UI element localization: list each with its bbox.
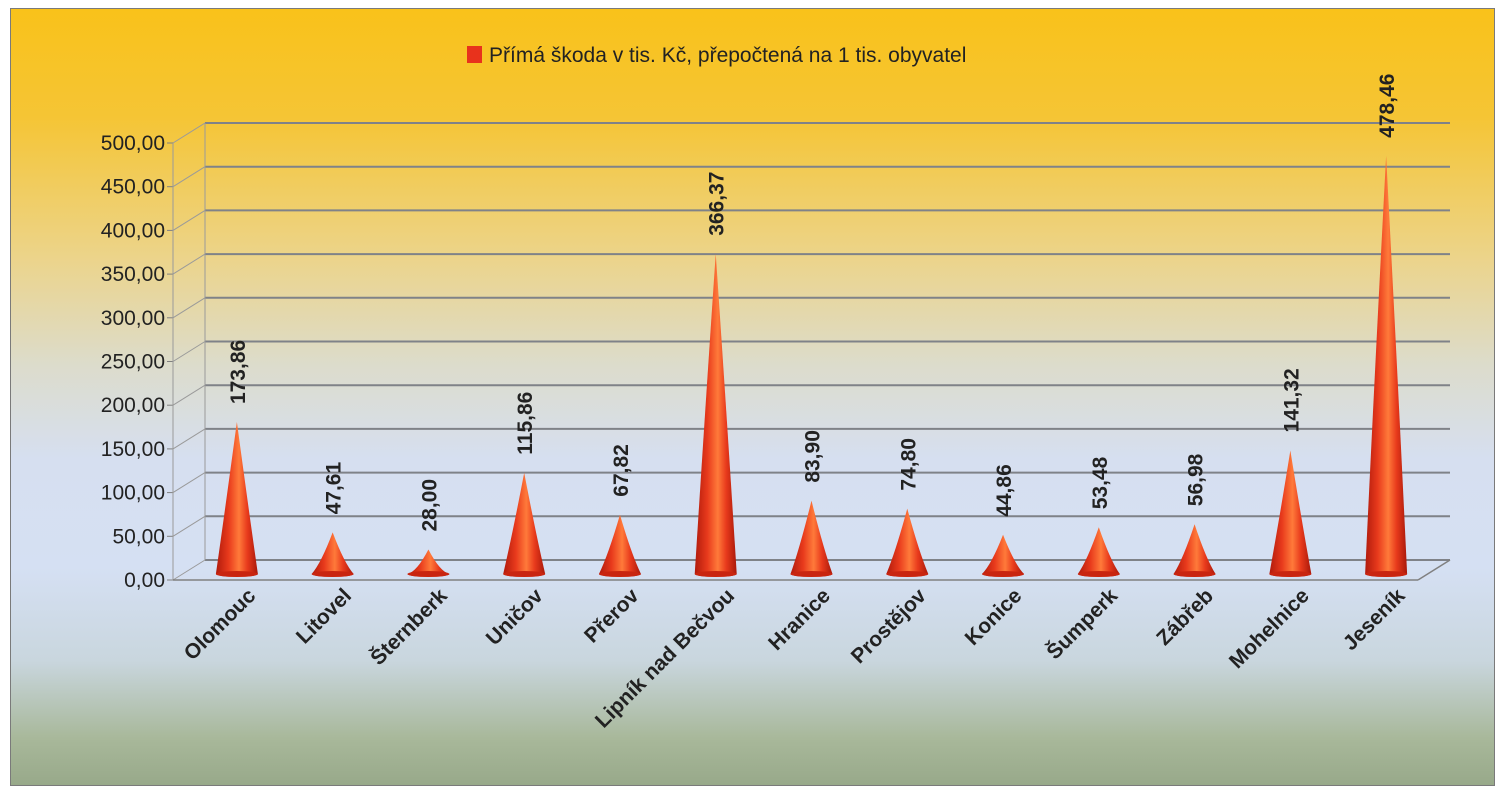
cone-base [886, 571, 929, 577]
cone-base [311, 571, 354, 577]
x-tick-label: Konice [961, 584, 1027, 650]
data-label: 74,80 [897, 438, 920, 491]
side-gridline [172, 122, 206, 144]
x-tick-label: Mohelnice [1225, 584, 1314, 673]
side-gridline [172, 428, 206, 450]
x-tick-label: Prostějov [847, 584, 931, 668]
data-label: 67,82 [610, 444, 633, 497]
cone-base [598, 571, 641, 577]
x-tick-label: Šumperk [1042, 583, 1123, 664]
cone-base [982, 571, 1025, 577]
y-tick-label: 50,00 [112, 525, 165, 548]
x-tick-label: Přerov [580, 584, 644, 648]
cone-base [1365, 571, 1408, 577]
data-label: 83,90 [802, 430, 825, 483]
data-label: 115,86 [514, 392, 537, 455]
side-gridline [172, 341, 206, 362]
cone-base [215, 571, 258, 577]
data-label: 56,98 [1185, 453, 1208, 506]
cone-base [407, 571, 450, 577]
y-tick-label: 300,00 [101, 307, 165, 330]
side-gridline [172, 559, 206, 581]
cone-base [503, 571, 546, 577]
cone-bar [503, 472, 546, 577]
cone-bar [598, 514, 641, 577]
x-tick-label: Jeseník [1339, 584, 1410, 655]
y-tick-label: 150,00 [101, 438, 165, 461]
cone-bar [1269, 450, 1312, 577]
x-tick-label: Uničov [482, 584, 548, 650]
cone-bar [215, 422, 258, 577]
cone-bar [790, 500, 833, 577]
chart-area [10, 8, 1495, 786]
y-tick-label: 500,00 [101, 132, 165, 155]
cone-base [694, 571, 737, 577]
x-tick-label: Šternberk [366, 583, 453, 670]
data-label: 141,32 [1280, 368, 1303, 432]
cone-bar [694, 253, 737, 578]
cone-bar [1173, 524, 1216, 577]
data-label: 173,86 [227, 340, 250, 404]
cone-base [1269, 571, 1312, 577]
y-tick-label: 100,00 [101, 482, 165, 505]
x-tick-label: Olomouc [180, 584, 261, 665]
side-gridline [172, 472, 206, 494]
cone-base [1077, 571, 1120, 577]
cone-base [790, 571, 833, 577]
side-gridline [172, 297, 206, 319]
side-gridline [172, 253, 206, 275]
cone-bar [311, 532, 354, 577]
data-label: 47,61 [323, 462, 346, 515]
y-tick-label: 250,00 [101, 351, 165, 374]
legend-swatch [467, 46, 482, 63]
data-label: 44,86 [993, 464, 1016, 517]
side-gridline [172, 209, 206, 231]
cone-bar [1365, 155, 1408, 577]
data-label: 366,37 [706, 172, 729, 236]
cone-base [1173, 571, 1216, 577]
y-tick-label: 450,00 [101, 176, 165, 199]
side-gridline [172, 166, 206, 188]
y-tick-label: 400,00 [101, 219, 165, 242]
cone-bar [982, 534, 1025, 577]
cone-bar [1077, 527, 1120, 577]
legend-label: Přímá škoda v tis. Kč, přepočtená na 1 t… [489, 44, 966, 67]
floor-right-edge [1417, 559, 1451, 581]
side-gridline [172, 515, 206, 537]
data-label: 53,48 [1089, 456, 1112, 509]
y-tick-label: 200,00 [101, 394, 165, 417]
x-tick-label: Hranice [764, 584, 835, 655]
x-tick-label: Litovel [292, 584, 356, 648]
y-tick-label: 350,00 [101, 263, 165, 286]
data-label: 478,46 [1376, 74, 1399, 138]
cone-bar [886, 508, 929, 577]
cone-bar [407, 549, 450, 577]
side-gridline [172, 384, 206, 406]
data-label: 28,00 [418, 479, 441, 532]
y-tick-label: 0,00 [124, 569, 165, 592]
x-tick-label: Zábřeb [1152, 584, 1218, 650]
